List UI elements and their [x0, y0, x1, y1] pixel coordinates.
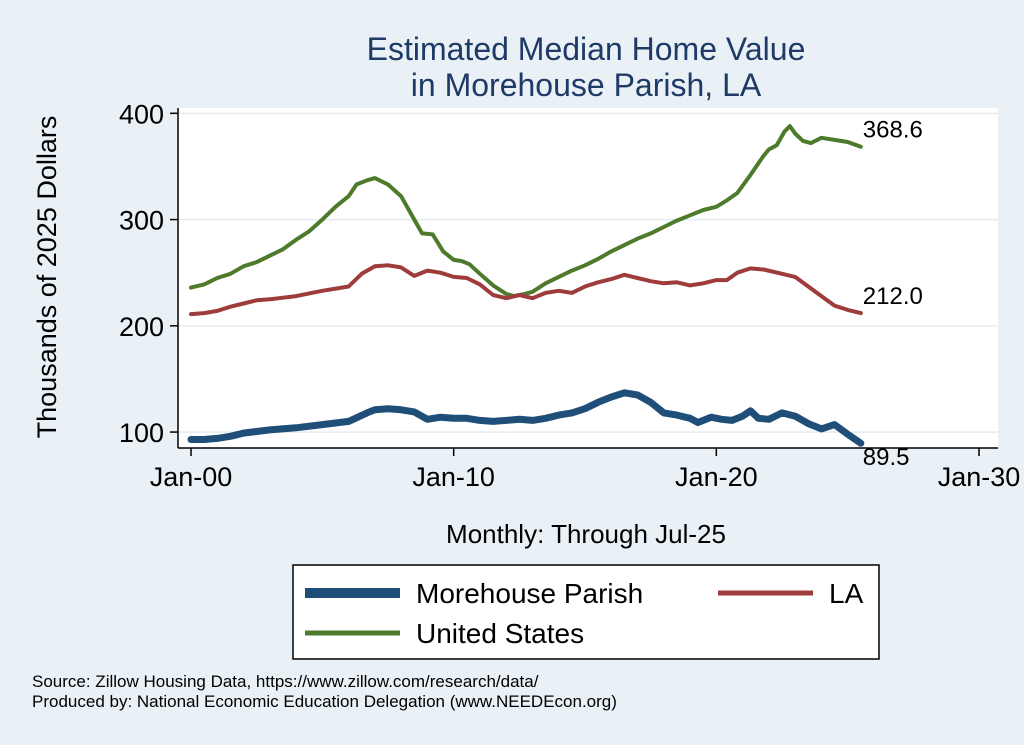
chart-title-line-2: in Morehouse Parish, LA [411, 67, 762, 103]
y-axis-title: Thousands of 2025 Dollars [32, 116, 62, 439]
series-lines [187, 124, 865, 447]
series-line-united-states [189, 124, 863, 299]
series-line-morehouse-parish [187, 389, 865, 447]
x-tick-label-Jan-30: Jan-30 [938, 462, 1021, 492]
producer-note: Produced by: National Economic Education… [32, 692, 617, 711]
x-tick-label-Jan-20: Jan-20 [675, 462, 758, 492]
y-tick-label-300: 300 [119, 206, 164, 236]
y-tick-label-200: 200 [119, 312, 164, 342]
source-note: Source: Zillow Housing Data, https://www… [32, 672, 539, 691]
y-axis-ticks: 100 200 300 400 [119, 99, 178, 448]
y-tick-label-100: 100 [119, 418, 164, 448]
legend-label-united-states: United States [416, 618, 584, 649]
end-labels: 89.5 212.0 368.6 [863, 117, 923, 472]
x-axis-title: Monthly: Through Jul-25 [446, 519, 726, 549]
legend: Morehouse Parish LA United States [292, 564, 880, 660]
legend-box [292, 564, 880, 660]
x-tick-label-Jan-00: Jan-00 [150, 462, 233, 492]
series-line-la [189, 263, 863, 317]
end-label-morehouse-parish: 89.5 [863, 444, 910, 471]
legend-label-morehouse: Morehouse Parish [416, 578, 643, 609]
end-label-la: 212.0 [863, 283, 923, 310]
plot-area [178, 108, 998, 448]
legend-label-la: LA [829, 578, 864, 609]
x-axis-ticks: Jan-00 Jan-10 Jan-20 Jan-30 [150, 448, 1021, 492]
chart-title-line-1: Estimated Median Home Value [367, 31, 806, 67]
gridlines [178, 112, 998, 433]
y-tick-label-400: 400 [119, 99, 164, 129]
x-tick-label-Jan-10: Jan-10 [412, 462, 495, 492]
end-label-united-states: 368.6 [863, 117, 923, 144]
